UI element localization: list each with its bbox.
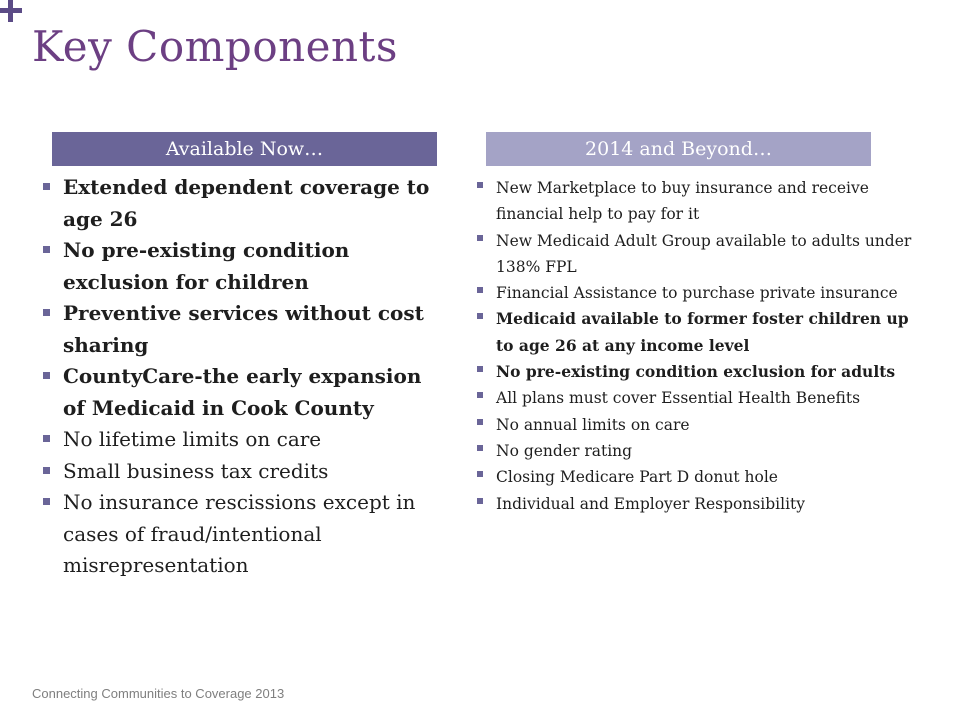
list-item: Extended dependent coverage to age 26 [40,172,440,235]
slide-footer: Connecting Communities to Coverage 2013 [32,686,285,701]
list-item: Small business tax credits [40,456,440,488]
slide-title: Key Components [32,22,398,71]
list-item: Financial Assistance to purchase private… [474,280,914,306]
square-bullet-icon [43,498,50,505]
list-item-text: No pre-existing condition exclusion for … [63,238,350,294]
square-bullet-icon [477,392,483,399]
list-item-text: Medicaid available to former foster chil… [496,309,909,355]
list-item: No gender rating [474,438,914,464]
list-item-text: CountyCare-the early expansion of Medica… [63,364,422,420]
square-bullet-icon [43,183,50,190]
list-item-text: New Marketplace to buy insurance and rec… [496,179,869,224]
list-item: No lifetime limits on care [40,424,440,456]
square-bullet-icon [477,287,483,294]
list-item: Preventive services without cost sharing [40,298,440,361]
available-now-list: Extended dependent coverage to age 26 No… [40,172,440,582]
beyond-2014-list: New Marketplace to buy insurance and rec… [474,175,914,517]
square-bullet-icon [43,435,50,442]
list-item-text: No pre-existing condition exclusion for … [496,362,896,382]
list-item: Medicaid available to former foster chil… [474,306,914,359]
square-bullet-icon [43,246,50,253]
list-item-text: No gender rating [496,441,633,460]
list-item-text: Preventive services without cost sharing [63,301,424,357]
list-item: New Marketplace to buy insurance and rec… [474,175,914,228]
list-item: Individual and Employer Responsibility [474,491,914,517]
square-bullet-icon [477,182,483,188]
list-item: CountyCare-the early expansion of Medica… [40,361,440,424]
list-item: No annual limits on care [474,412,914,438]
square-bullet-icon [477,313,483,320]
list-item-text: Individual and Employer Responsibility [496,494,806,513]
list-item-text: No insurance rescissions except in cases… [63,490,416,577]
plus-icon [0,0,22,22]
list-item-text: No lifetime limits on care [63,427,322,451]
square-bullet-icon [477,366,483,373]
square-bullet-icon [477,497,483,504]
square-bullet-icon [477,234,483,241]
list-item-text: Financial Assistance to purchase private… [496,284,898,303]
list-item-text: Closing Medicare Part D donut hole [496,468,778,487]
list-item-text: No annual limits on care [496,415,690,434]
list-item: Closing Medicare Part D donut hole [474,464,914,490]
list-item: No pre-existing condition exclusion for … [474,359,914,385]
list-item: New Medicaid Adult Group available to ad… [474,228,914,281]
list-item: No insurance rescissions except in cases… [40,487,440,582]
list-item-text: New Medicaid Adult Group available to ad… [496,231,912,276]
available-now-header: Available Now… [52,132,437,166]
square-bullet-icon [477,418,483,425]
list-item: No pre-existing condition exclusion for … [40,235,440,298]
square-bullet-icon [43,372,50,379]
square-bullet-icon [43,309,50,316]
beyond-2014-header: 2014 and Beyond… [486,132,871,166]
square-bullet-icon [477,444,483,451]
list-item: All plans must cover Essential Health Be… [474,385,914,411]
list-item-text: All plans must cover Essential Health Be… [496,389,861,408]
list-item-text: Extended dependent coverage to age 26 [63,175,430,231]
list-item-text: Small business tax credits [63,458,329,483]
square-bullet-icon [477,471,483,478]
square-bullet-icon [43,466,50,474]
